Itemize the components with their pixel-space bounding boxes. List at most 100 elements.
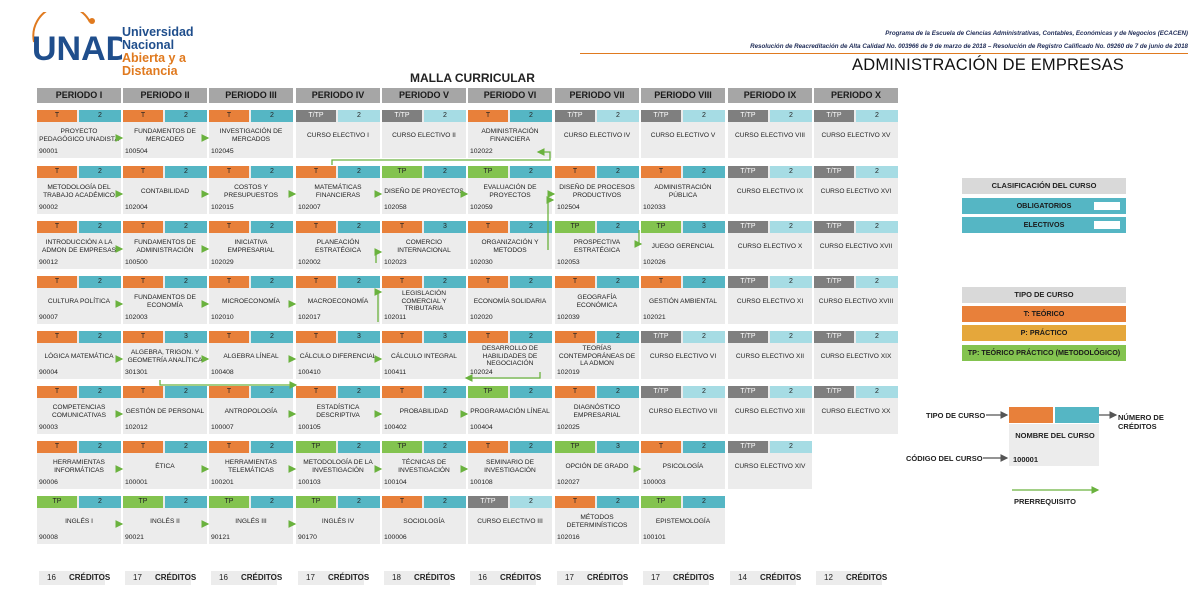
course-card[interactable]: T 2 DESARROLLO DE HABILIDADES DE NEGOCIACI… [468, 331, 552, 379]
course-credits: 2 [510, 166, 552, 178]
course-card[interactable]: T 2 ADMINISTRACIÓN FINANCIERA 102022 [468, 110, 552, 158]
course-card[interactable]: T 2 LÓGICA MATEMÁTICA 90004 [37, 331, 121, 379]
course-card[interactable]: T 2 PROBABILIDAD 100402 [382, 386, 466, 434]
course-card[interactable]: TP 2 TÉCNICAS DE INVESTIGACIÓN 100104 [382, 441, 466, 489]
course-card[interactable]: T/TP 2 CURSO ELECTIVO XIV [728, 441, 812, 489]
course-card[interactable]: T 2 DISEÑO DE PROCESOS PRODUCTIVOS 102504 [555, 166, 639, 214]
course-card[interactable]: TP 2 METODOLOGÍA DE LA INVESTIGACIÓN 100103 [296, 441, 380, 489]
course-card[interactable]: T/TP 2 CURSO ELECTIVO VI [641, 331, 725, 379]
course-code: 100410 [298, 369, 321, 376]
course-card[interactable]: T 2 INVESTIGACIÓN DE MERCADOS 102045 [209, 110, 293, 158]
period-header: PERIODO VI [468, 88, 552, 103]
course-card[interactable]: TP 2 INGLÉS IV 90170 [296, 496, 380, 544]
course-card[interactable]: T/TP 2 CURSO ELECTIVO XIX [814, 331, 898, 379]
course-credits: 2 [165, 276, 207, 288]
course-card[interactable]: T 2 METODOLOGÍA DEL TRABAJO ACADÉMICO 90002 [37, 166, 121, 214]
course-card[interactable]: T 2 GESTIÓN AMBIENTAL 102021 [641, 276, 725, 324]
period-header: PERIODO I [37, 88, 121, 103]
course-card[interactable]: T 2 ANTROPOLOGÍA 100007 [209, 386, 293, 434]
course-card[interactable]: T 2 FUNDAMENTOS DE ECONOMÍA 102003 [123, 276, 207, 324]
course-card[interactable]: T 2 HERRAMIENTAS INFORMÁTICAS 90006 [37, 441, 121, 489]
course-card[interactable]: T 2 ESTADÍSTICA DESCRIPTIVA 100105 [296, 386, 380, 434]
course-card[interactable]: TP 2 EPISTEMOLOGÍA 100101 [641, 496, 725, 544]
course-name: DISEÑO DE PROYECTOS [384, 187, 464, 195]
course-card[interactable]: T 2 GEOGRAFÍA ECONÓMICA 102039 [555, 276, 639, 324]
period-credits: 17 CRÉDITOS [298, 571, 369, 585]
course-credits: 2 [165, 110, 207, 122]
course-card[interactable]: T/TP 2 CURSO ELECTIVO XVIII [814, 276, 898, 324]
course-card[interactable]: T 3 COMERCIO INTERNACIONAL 102023 [382, 221, 466, 269]
course-name: CURSO ELECTIVO VII [648, 407, 718, 415]
course-card[interactable]: T/TP 2 CURSO ELECTIVO IX [728, 166, 812, 214]
course-card[interactable]: T 2 FUNDAMENTOS DE MERCADEO 100504 [123, 110, 207, 158]
course-card[interactable]: T 2 SEMINARIO DE INVESTIGACIÓN 100108 [468, 441, 552, 489]
course-card[interactable]: T 2 ÉTICA 100001 [123, 441, 207, 489]
course-code: 100504 [125, 148, 148, 155]
course-card[interactable]: T 2 DIAGNÓSTICO EMPRESARIAL 102025 [555, 386, 639, 434]
course-card[interactable]: T 2 CULTURA POLÍTICA 90007 [37, 276, 121, 324]
course-card[interactable]: TP 2 INGLÉS III 90121 [209, 496, 293, 544]
course-card[interactable]: T 2 PLANEACIÓN ESTRATÉGICA 102002 [296, 221, 380, 269]
course-card[interactable]: T/TP 2 CURSO ELECTIVO XX [814, 386, 898, 434]
course-card[interactable]: T 2 SOCIOLOGÍA 100006 [382, 496, 466, 544]
course-card[interactable]: T/TP 2 CURSO ELECTIVO XVII [814, 221, 898, 269]
course-credits: 2 [338, 496, 380, 508]
course-card[interactable]: T 2 INTRODUCCIÓN A LA ADMON DE EMPRESAS 900… [37, 221, 121, 269]
course-card[interactable]: T 2 PROYECTO PEDAGÓGICO UNADISTA 90001 [37, 110, 121, 158]
course-card[interactable]: TP 3 OPCIÓN DE GRADO 102027 [555, 441, 639, 489]
course-card[interactable]: TP 2 PROGRAMACIÓN LÍNEAL 100404 [468, 386, 552, 434]
course-card[interactable]: T/TP 2 CURSO ELECTIVO XI [728, 276, 812, 324]
course-card[interactable]: T 3 CÁLCULO DIFERENCIAL 100410 [296, 331, 380, 379]
course-card[interactable]: TP 3 JUEGO GERENCIAL 102026 [641, 221, 725, 269]
course-card[interactable]: T 3 CÁLCULO INTEGRAL 100411 [382, 331, 466, 379]
course-card[interactable]: T/TP 2 CURSO ELECTIVO XV [814, 110, 898, 158]
course-card[interactable]: T 2 ORGANIZACIÓN Y METODOS 102030 [468, 221, 552, 269]
course-card[interactable]: T 2 LEGISLACIÓN COMERCIAL Y TRIBUTARIA 1020… [382, 276, 466, 324]
course-card[interactable]: TP 2 PROSPECTIVA ESTRATÉGICA 102053 [555, 221, 639, 269]
course-card[interactable]: T 2 ECONOMÍA SOLIDARIA 102020 [468, 276, 552, 324]
course-card[interactable]: T/TP 2 CURSO ELECTIVO V [641, 110, 725, 158]
course-type: TP [37, 496, 77, 508]
course-credits: 2 [251, 496, 293, 508]
course-name: MÉTODOS DETERMINÍSTICOS [566, 513, 628, 529]
course-card[interactable]: T 2 COMPETENCIAS COMUNICATIVAS 90003 [37, 386, 121, 434]
course-card[interactable]: T 2 COSTOS Y PRESUPUESTOS 102015 [209, 166, 293, 214]
course-card[interactable]: T 2 TEORÍAS CONTEMPORÁNEAS DE LA ADMON 1020… [555, 331, 639, 379]
course-name: OPCIÓN DE GRADO [565, 462, 629, 470]
course-name: CURSO ELECTIVO XI [736, 297, 804, 305]
course-card[interactable]: T 2 FUNDAMENTOS DE ADMINISTRACIÓN 100500 [123, 221, 207, 269]
course-name: COSTOS Y PRESUPUESTOS [223, 183, 279, 199]
course-card[interactable]: T 2 MÉTODOS DETERMINÍSTICOS 102016 [555, 496, 639, 544]
course-card[interactable]: T 2 MICROECONOMÍA 102010 [209, 276, 293, 324]
course-card[interactable]: T/TP 2 CURSO ELECTIVO XVI [814, 166, 898, 214]
course-card[interactable]: T 2 HERRAMIENTAS TELEMÁTICAS 100201 [209, 441, 293, 489]
course-card[interactable]: T 2 GESTIÓN DE PERSONAL 102012 [123, 386, 207, 434]
course-card[interactable]: T/TP 2 CURSO ELECTIVO VII [641, 386, 725, 434]
course-card[interactable]: TP 2 INGLÉS II 90021 [123, 496, 207, 544]
course-code: 100402 [384, 424, 407, 431]
course-card[interactable]: T/TP 2 CURSO ELECTIVO X [728, 221, 812, 269]
course-card[interactable]: TP 2 DISEÑO DE PROYECTOS 102058 [382, 166, 466, 214]
course-card[interactable]: TP 2 INGLÉS I 90008 [37, 496, 121, 544]
course-card[interactable]: T 2 CONTABILIDAD 102004 [123, 166, 207, 214]
course-card[interactable]: T 2 PSICOLOGÍA 100003 [641, 441, 725, 489]
course-card[interactable]: T/TP 2 CURSO ELECTIVO II [382, 110, 466, 158]
course-card[interactable]: T/TP 2 CURSO ELECTIVO VIII [728, 110, 812, 158]
course-card[interactable]: T/TP 2 CURSO ELECTIVO I [296, 110, 380, 158]
course-card[interactable]: T/TP 2 CURSO ELECTIVO IV [555, 110, 639, 158]
course-card[interactable]: T/TP 2 CURSO ELECTIVO XII [728, 331, 812, 379]
course-name: CURSO ELECTIVO IX [736, 187, 804, 195]
course-card[interactable]: TP 2 EVALUACIÓN DE PROYECTOS 102059 [468, 166, 552, 214]
course-card[interactable]: T/TP 2 CURSO ELECTIVO III [468, 496, 552, 544]
course-card[interactable]: T 2 MACROECONOMÍA 102017 [296, 276, 380, 324]
course-credits: 2 [683, 276, 725, 288]
course-name: HERRAMIENTAS TELEMÁTICAS [225, 458, 277, 474]
course-card[interactable]: T 2 ADMINISTRACIÓN PÚBLICA 102033 [641, 166, 725, 214]
period-credits-value: 16 [478, 573, 487, 582]
course-card[interactable]: T 2 MATEMÁTICAS FINANCIERAS 102007 [296, 166, 380, 214]
course-card[interactable]: T 3 ALGEBRA, TRIGON. Y GEOMETRÍA ANALÍTICA… [123, 331, 207, 379]
course-name: ANTROPOLOGÍA [224, 407, 278, 415]
course-card[interactable]: T 2 ALGEBRA LÍNEAL 100408 [209, 331, 293, 379]
course-card[interactable]: T 2 INICIATIVA EMPRESARIAL 102029 [209, 221, 293, 269]
course-card[interactable]: T/TP 2 CURSO ELECTIVO XIII [728, 386, 812, 434]
